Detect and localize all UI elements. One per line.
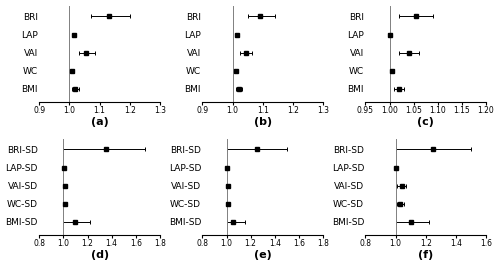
X-axis label: (f): (f)	[418, 251, 434, 260]
X-axis label: (b): (b)	[254, 118, 272, 127]
X-axis label: (c): (c)	[418, 118, 434, 127]
X-axis label: (a): (a)	[90, 118, 108, 127]
X-axis label: (d): (d)	[90, 251, 108, 260]
X-axis label: (e): (e)	[254, 251, 272, 260]
